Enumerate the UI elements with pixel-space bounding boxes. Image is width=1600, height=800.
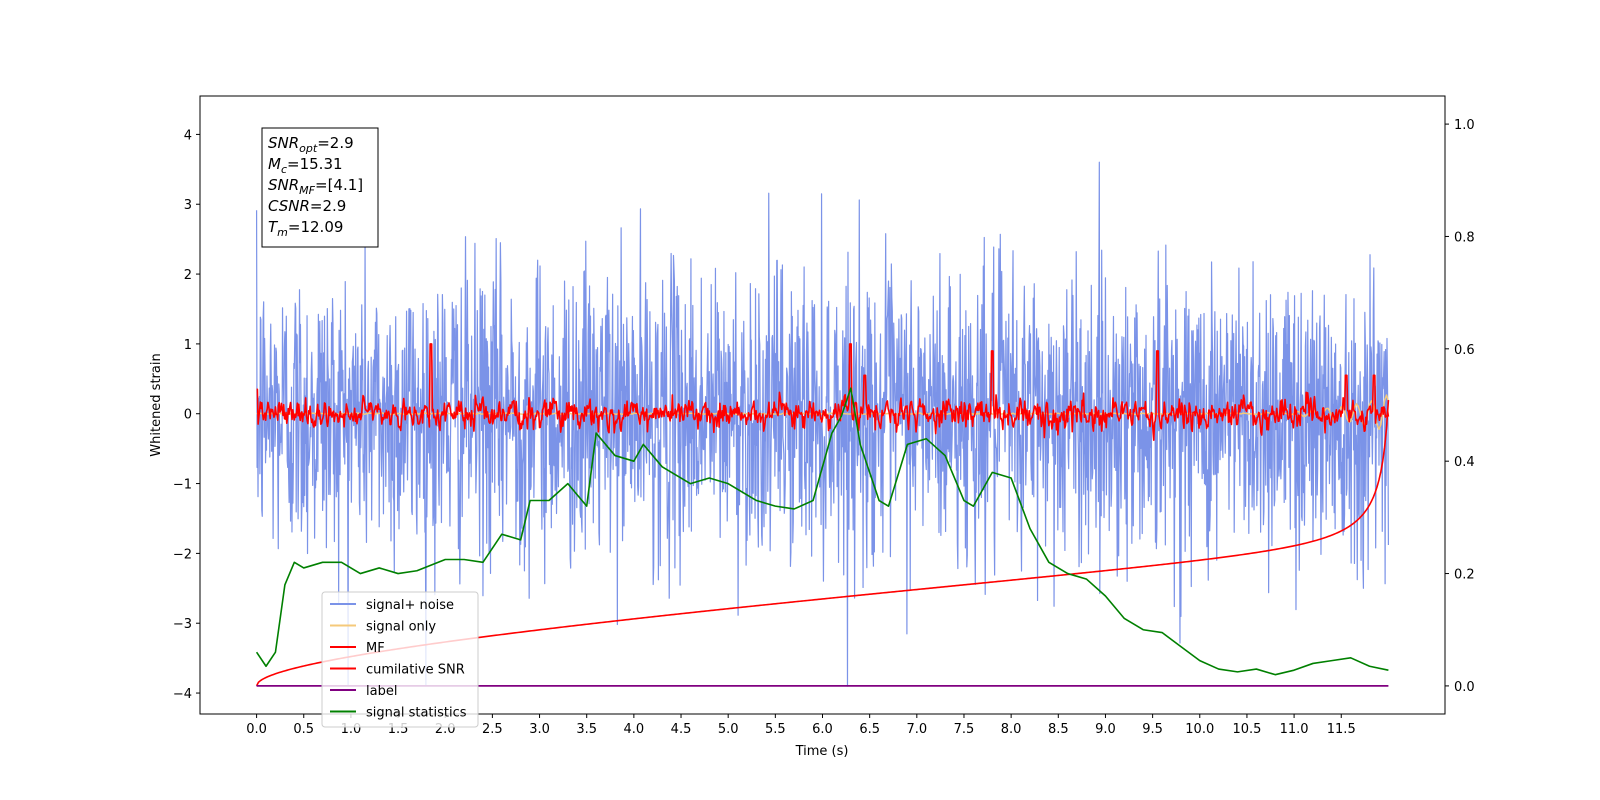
legend-label: signal statistics <box>366 706 467 721</box>
x-tick-label: 7.0 <box>906 722 927 737</box>
y-tick-label-right: 0.6 <box>1454 343 1475 358</box>
x-tick-label: 2.5 <box>482 722 503 737</box>
y-axis-right: 1.0 0.8 0.6 0.4 0.2 0.0 <box>1445 118 1475 695</box>
y-tick-label-left: −3 <box>173 617 192 632</box>
legend-label: signal+ noise <box>366 598 454 613</box>
info-box-line: CSNR=2.9 <box>268 197 346 215</box>
x-tick-label: 4.0 <box>624 722 645 737</box>
x-tick-label: 5.5 <box>765 722 786 737</box>
legend-label: label <box>366 684 397 699</box>
legend-label: MF <box>366 641 385 656</box>
x-axis-label: Time (s) <box>795 744 849 759</box>
x-tick-label: 0.5 <box>293 722 314 737</box>
x-tick-label: 8.5 <box>1048 722 1069 737</box>
y-axis-label-left: Whitened strain <box>149 353 164 456</box>
x-tick-label: 9.0 <box>1095 722 1116 737</box>
x-tick-label: 5.0 <box>718 722 739 737</box>
y-tick-label-left: 4 <box>184 128 192 143</box>
y-axis-left: 4 3 2 1 0 −1 −2 −3 −4 <box>173 128 200 702</box>
y-tick-label-right: 0.0 <box>1454 680 1475 695</box>
series-signal-statistics <box>255 387 1389 676</box>
x-tick-label: 3.0 <box>529 722 550 737</box>
y-tick-label-left: 0 <box>184 408 192 423</box>
series-signal-noise <box>255 161 1390 687</box>
y-tick-label-right: 0.4 <box>1454 455 1475 470</box>
info-box-line: Mc=15.31 <box>268 155 343 176</box>
y-tick-label-right: 0.8 <box>1454 230 1475 245</box>
x-tick-label: 6.0 <box>812 722 833 737</box>
x-tick-label: 11.0 <box>1280 722 1309 737</box>
y-tick-label-left: 1 <box>184 338 192 353</box>
info-box-line: SNRMF=[4.1] <box>268 176 363 197</box>
y-tick-label-left: −1 <box>173 478 192 493</box>
y-tick-label-right: 0.2 <box>1454 568 1475 583</box>
y-tick-label-right: 1.0 <box>1454 118 1475 133</box>
x-tick-label: 11.5 <box>1327 722 1356 737</box>
x-tick-label: 7.5 <box>954 722 975 737</box>
series-mf <box>256 343 1390 442</box>
legend-label: cumilative SNR <box>366 663 465 678</box>
info-box-line: SNRopt=2.9 <box>268 134 354 155</box>
y-tick-label-left: −2 <box>173 547 192 562</box>
y-tick-label-left: 3 <box>184 198 192 213</box>
y-tick-label-left: 2 <box>184 268 192 283</box>
legend: signal+ noise signal only MF cumilative SNR… <box>321 591 479 728</box>
x-tick-label: 4.5 <box>671 722 692 737</box>
x-tick-label: 6.5 <box>859 722 880 737</box>
legend-label: signal only <box>366 620 436 635</box>
y-tick-label-left: −4 <box>173 687 192 702</box>
x-tick-label: 0.0 <box>246 722 267 737</box>
x-tick-label: 10.5 <box>1232 722 1261 737</box>
info-box-line: Tm=12.09 <box>268 218 343 239</box>
x-tick-label: 10.0 <box>1185 722 1214 737</box>
x-tick-label: 8.0 <box>1001 722 1022 737</box>
x-tick-label: 3.5 <box>576 722 597 737</box>
x-tick-label: 9.5 <box>1142 722 1163 737</box>
legend-frame <box>321 591 479 728</box>
info-box-frame <box>261 127 379 248</box>
